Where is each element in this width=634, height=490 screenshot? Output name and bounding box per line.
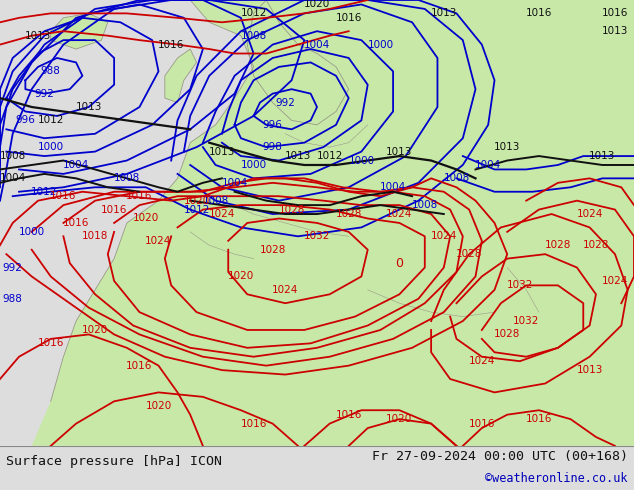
Text: 1024: 1024	[386, 209, 413, 219]
Text: 1004: 1004	[221, 178, 248, 188]
Text: 1012: 1012	[240, 8, 267, 19]
Text: 1028: 1028	[456, 249, 482, 259]
Text: 1013: 1013	[602, 26, 628, 36]
Text: 1028: 1028	[494, 329, 521, 340]
Text: 1008: 1008	[113, 173, 140, 183]
Text: 1004: 1004	[63, 160, 89, 170]
Text: 1013: 1013	[576, 365, 603, 375]
Text: 1020: 1020	[386, 414, 413, 424]
Text: 1000: 1000	[37, 142, 64, 152]
Text: 992: 992	[275, 98, 295, 108]
Text: 1004: 1004	[0, 173, 26, 183]
Text: 1012: 1012	[183, 204, 210, 215]
Text: 1028: 1028	[583, 240, 609, 250]
Text: 1008: 1008	[0, 151, 26, 161]
Polygon shape	[51, 13, 108, 49]
Text: Fr 27-09-2024 00:00 UTC (00+168): Fr 27-09-2024 00:00 UTC (00+168)	[372, 450, 628, 464]
Text: 1013: 1013	[494, 142, 521, 152]
Text: 1008: 1008	[202, 196, 229, 206]
Text: 1000: 1000	[240, 160, 267, 170]
Text: 1016: 1016	[158, 40, 184, 49]
Text: 1013: 1013	[589, 151, 616, 161]
Text: 1032: 1032	[304, 231, 330, 242]
Text: 1024: 1024	[469, 356, 495, 366]
Text: 1028: 1028	[545, 240, 571, 250]
Text: 1016: 1016	[126, 361, 153, 370]
Text: 1016: 1016	[240, 418, 267, 429]
Text: 1032: 1032	[513, 316, 540, 326]
Text: 1012: 1012	[37, 115, 64, 125]
Text: 1016: 1016	[335, 13, 362, 23]
Text: 1008: 1008	[411, 200, 438, 210]
Text: 1020: 1020	[183, 196, 210, 206]
Text: 1018: 1018	[82, 231, 108, 242]
Text: 996: 996	[15, 115, 36, 125]
Text: 1024: 1024	[145, 236, 172, 246]
Text: 1020: 1020	[133, 214, 159, 223]
Text: 1013: 1013	[209, 147, 235, 157]
Text: 998: 998	[262, 142, 283, 152]
Text: 988: 988	[41, 66, 61, 76]
Text: 0: 0	[396, 257, 403, 270]
Text: 1016: 1016	[37, 338, 64, 348]
Text: 1013: 1013	[285, 151, 311, 161]
Text: 996: 996	[262, 120, 283, 130]
Text: Surface pressure [hPa] ICON: Surface pressure [hPa] ICON	[6, 455, 223, 468]
Text: 1020: 1020	[145, 401, 172, 411]
Text: 1020: 1020	[82, 325, 108, 335]
Text: 1004: 1004	[304, 40, 330, 49]
Text: 1012: 1012	[316, 151, 343, 161]
Polygon shape	[165, 49, 197, 102]
Text: 1016: 1016	[101, 204, 127, 215]
Text: 1016: 1016	[602, 8, 628, 19]
Text: 1020: 1020	[228, 271, 254, 281]
Text: 1008: 1008	[443, 173, 470, 183]
Text: 1013: 1013	[430, 8, 457, 19]
Text: 1024: 1024	[576, 209, 603, 219]
Text: 992: 992	[3, 263, 23, 272]
Text: 1016: 1016	[526, 8, 552, 19]
Text: 1004: 1004	[475, 160, 501, 170]
Text: 1000: 1000	[18, 227, 45, 237]
Text: 1016: 1016	[50, 191, 77, 201]
Text: 1013: 1013	[386, 147, 413, 157]
Text: 1013: 1013	[75, 102, 102, 112]
Text: 1016: 1016	[526, 414, 552, 424]
Text: 1028: 1028	[278, 204, 305, 215]
Text: 1032: 1032	[507, 280, 533, 291]
Text: 1012: 1012	[31, 187, 58, 197]
Text: 992: 992	[34, 89, 55, 98]
Text: 1004: 1004	[380, 182, 406, 192]
Text: ©weatheronline.co.uk: ©weatheronline.co.uk	[485, 472, 628, 486]
Polygon shape	[247, 0, 349, 125]
Text: 988: 988	[3, 294, 23, 304]
Polygon shape	[32, 0, 634, 446]
Text: 1016: 1016	[126, 191, 153, 201]
Text: 1016: 1016	[469, 418, 495, 429]
Text: 1028: 1028	[259, 245, 286, 255]
Text: 1024: 1024	[272, 285, 299, 295]
Text: 1024: 1024	[602, 276, 628, 286]
Text: 1020: 1020	[304, 0, 330, 9]
Text: 1013: 1013	[25, 31, 51, 41]
Text: 1000: 1000	[367, 40, 394, 49]
Text: 1016: 1016	[63, 218, 89, 228]
Text: 1028: 1028	[335, 209, 362, 219]
Text: 1008: 1008	[240, 31, 267, 41]
Text: 1024: 1024	[430, 231, 457, 242]
Text: 1000: 1000	[348, 155, 375, 166]
Text: 1016: 1016	[335, 410, 362, 420]
Text: 1024: 1024	[209, 209, 235, 219]
